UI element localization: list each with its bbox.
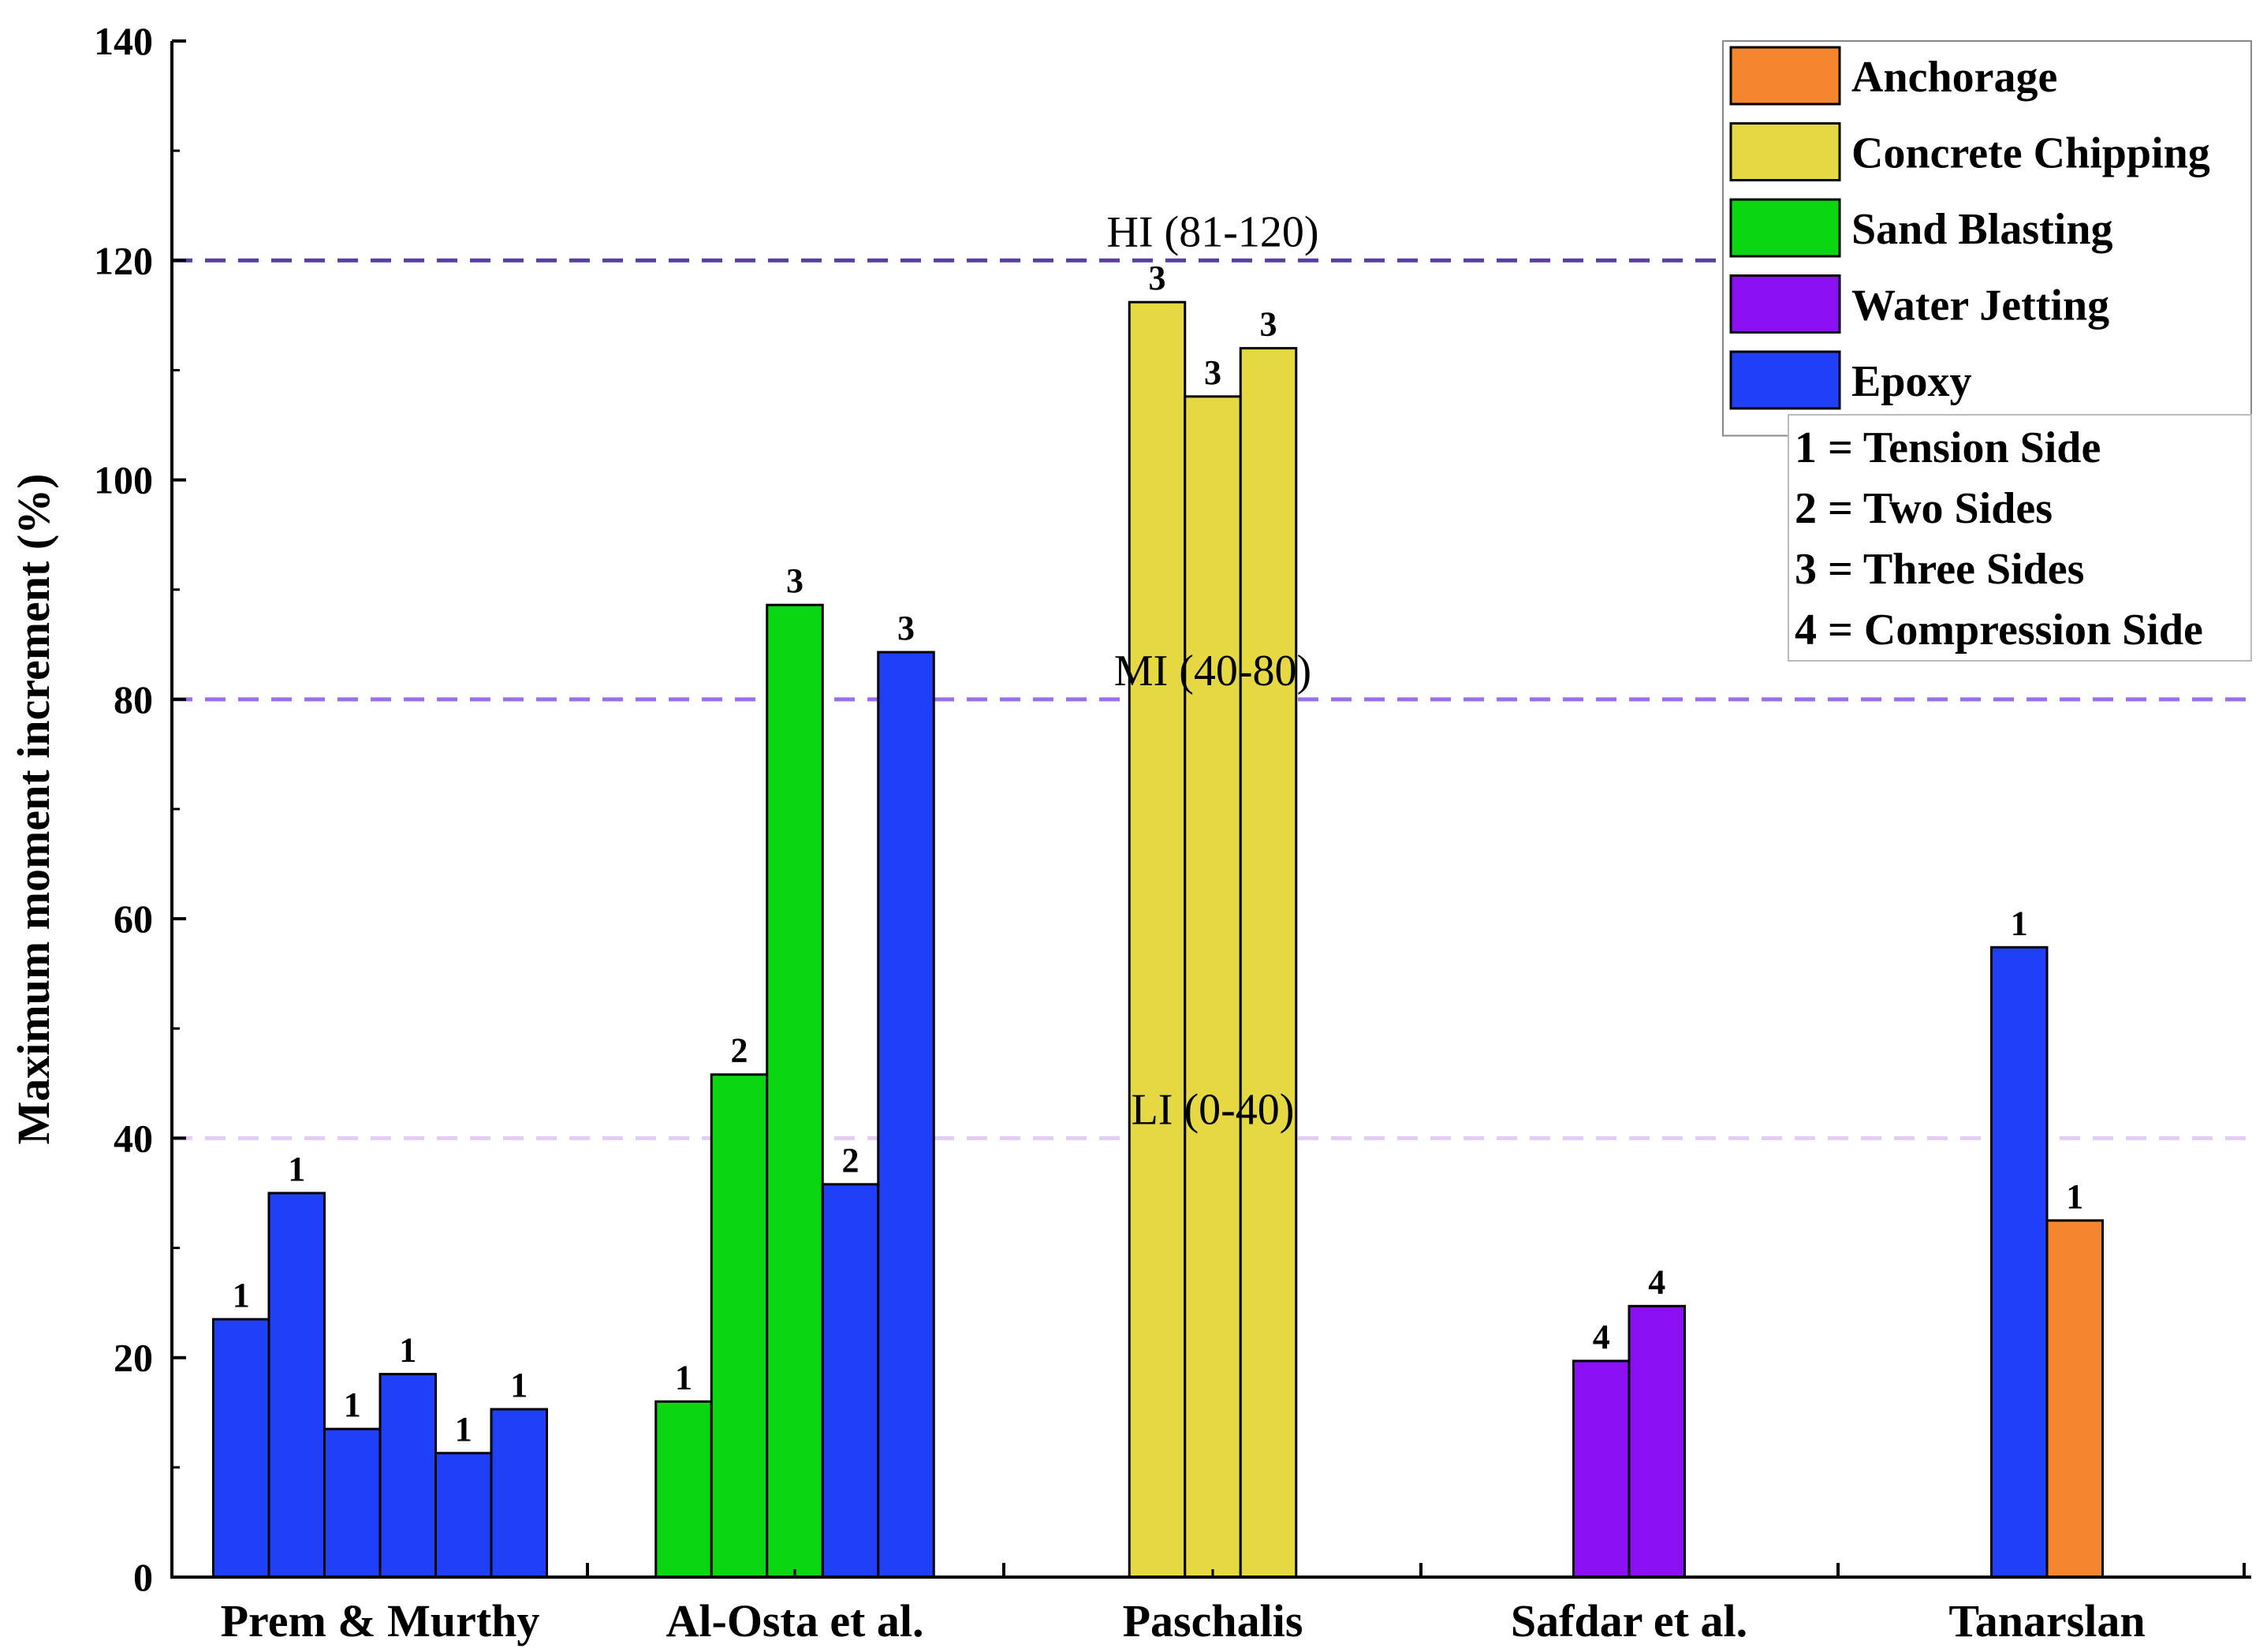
bar-prem-murthy-4 xyxy=(378,1373,437,1579)
bar-prem-murthy-3 xyxy=(323,1427,382,1579)
bar-label-paschalis-3: 3 xyxy=(1260,305,1277,344)
category-label-prem-murthy: Prem & Murthy xyxy=(221,1595,540,1646)
note-2: 2 = Two Sides xyxy=(1795,484,2053,533)
y-tick-label-80: 80 xyxy=(114,677,153,722)
legend-swatch-sand-blasting xyxy=(1729,198,1841,258)
legend-swatch-concrete-chipping xyxy=(1729,122,1841,181)
bar-label-prem-murthy-5: 1 xyxy=(455,1410,472,1449)
bar-al-osta-et-al-3 xyxy=(766,603,824,1579)
note-3: 3 = Three Sides xyxy=(1795,545,2084,594)
bar-label-safdar-et-al-2: 4 xyxy=(1648,1262,1665,1301)
legend-label-concrete-chipping: Concrete Chipping xyxy=(1851,129,2210,178)
bar-label-tanarslan-1: 1 xyxy=(2011,904,2028,942)
y-tick-label-60: 60 xyxy=(114,897,153,941)
reference-label-li-0-40: LI (0-40) xyxy=(1132,1085,1295,1134)
bar-tanarslan-2 xyxy=(2045,1219,2104,1579)
legend-swatch-epoxy xyxy=(1729,350,1841,410)
bar-label-prem-murthy-4: 1 xyxy=(399,1331,416,1370)
bar-label-tanarslan-2: 1 xyxy=(2066,1177,2083,1216)
y-tick-label-140: 140 xyxy=(94,19,153,63)
notes-box xyxy=(1788,414,2252,662)
legend-label-anchorage: Anchorage xyxy=(1851,53,2057,102)
category-label-safdar-et-al: Safdar et al. xyxy=(1511,1595,1747,1646)
bar-safdar-et-al-1 xyxy=(1572,1359,1631,1579)
bar-al-osta-et-al-1 xyxy=(654,1400,713,1579)
y-tick-label-0: 0 xyxy=(133,1555,153,1599)
note-4: 4 = Compression Side xyxy=(1795,606,2203,654)
y-axis-title: Maximum moment increment (%) xyxy=(8,474,59,1145)
legend-swatch-anchorage xyxy=(1729,46,1841,106)
bar-label-safdar-et-al-1: 4 xyxy=(1593,1318,1610,1356)
legend: Anchorage Concrete Chipping Sand Blasting W… xyxy=(1722,40,2252,662)
bar-paschalis-3 xyxy=(1239,347,1298,1579)
bar-label-al-osta-et-al-4: 2 xyxy=(842,1141,859,1180)
legend-label-sand-blasting: Sand Blasting xyxy=(1851,205,2113,254)
reference-label-hi-81-120: HI (81-120) xyxy=(1106,207,1318,256)
bar-prem-murthy-1 xyxy=(212,1318,270,1579)
bar-al-osta-et-al-2 xyxy=(710,1073,769,1579)
legend-label-epoxy: Epoxy xyxy=(1851,357,1972,406)
bars xyxy=(212,300,2104,1579)
bar-label-al-osta-et-al-2: 2 xyxy=(731,1031,748,1070)
bar-prem-murthy-5 xyxy=(434,1452,493,1579)
bar-label-al-osta-et-al-5: 3 xyxy=(897,609,915,647)
bar-label-prem-murthy-6: 1 xyxy=(510,1366,528,1404)
bar-prem-murthy-6 xyxy=(490,1408,548,1579)
y-tick-label-20: 20 xyxy=(114,1336,153,1380)
y-tick-label-120: 120 xyxy=(94,238,153,282)
y-tick-label-40: 40 xyxy=(114,1116,153,1160)
bar-label-al-osta-et-al-3: 3 xyxy=(786,561,804,600)
legend-swatch-water-jetting xyxy=(1729,274,1841,334)
bar-tanarslan-1 xyxy=(1990,945,2049,1579)
bar-al-osta-et-al-4 xyxy=(821,1183,880,1579)
bar-paschalis-1 xyxy=(1128,300,1187,1579)
bar-label-paschalis-2: 3 xyxy=(1204,353,1221,392)
note-1: 1 = Tension Side xyxy=(1795,423,2101,472)
bar-safdar-et-al-2 xyxy=(1628,1304,1686,1579)
category-label-al-osta-et-al: Al-Osta et al. xyxy=(666,1595,924,1646)
bar-prem-murthy-2 xyxy=(267,1191,326,1579)
y-tick-label-100: 100 xyxy=(94,458,153,502)
legend-label-water-jetting: Water Jetting xyxy=(1851,282,2109,330)
axes xyxy=(170,39,2251,1579)
category-label-tanarslan: Tanarslan xyxy=(1948,1595,2145,1646)
bar-label-prem-murthy-1: 1 xyxy=(233,1276,250,1315)
bar-label-paschalis-1: 3 xyxy=(1149,259,1166,297)
bar-label-al-osta-et-al-1: 1 xyxy=(675,1358,692,1397)
bar-al-osta-et-al-5 xyxy=(877,651,935,1579)
bar-label-prem-murthy-2: 1 xyxy=(288,1150,305,1188)
bar-label-prem-murthy-3: 1 xyxy=(344,1385,361,1424)
reference-label-mi-40-80: MI (40-80) xyxy=(1114,647,1311,695)
category-label-paschalis: Paschalis xyxy=(1123,1595,1303,1646)
bar-paschalis-2 xyxy=(1184,395,1242,1579)
